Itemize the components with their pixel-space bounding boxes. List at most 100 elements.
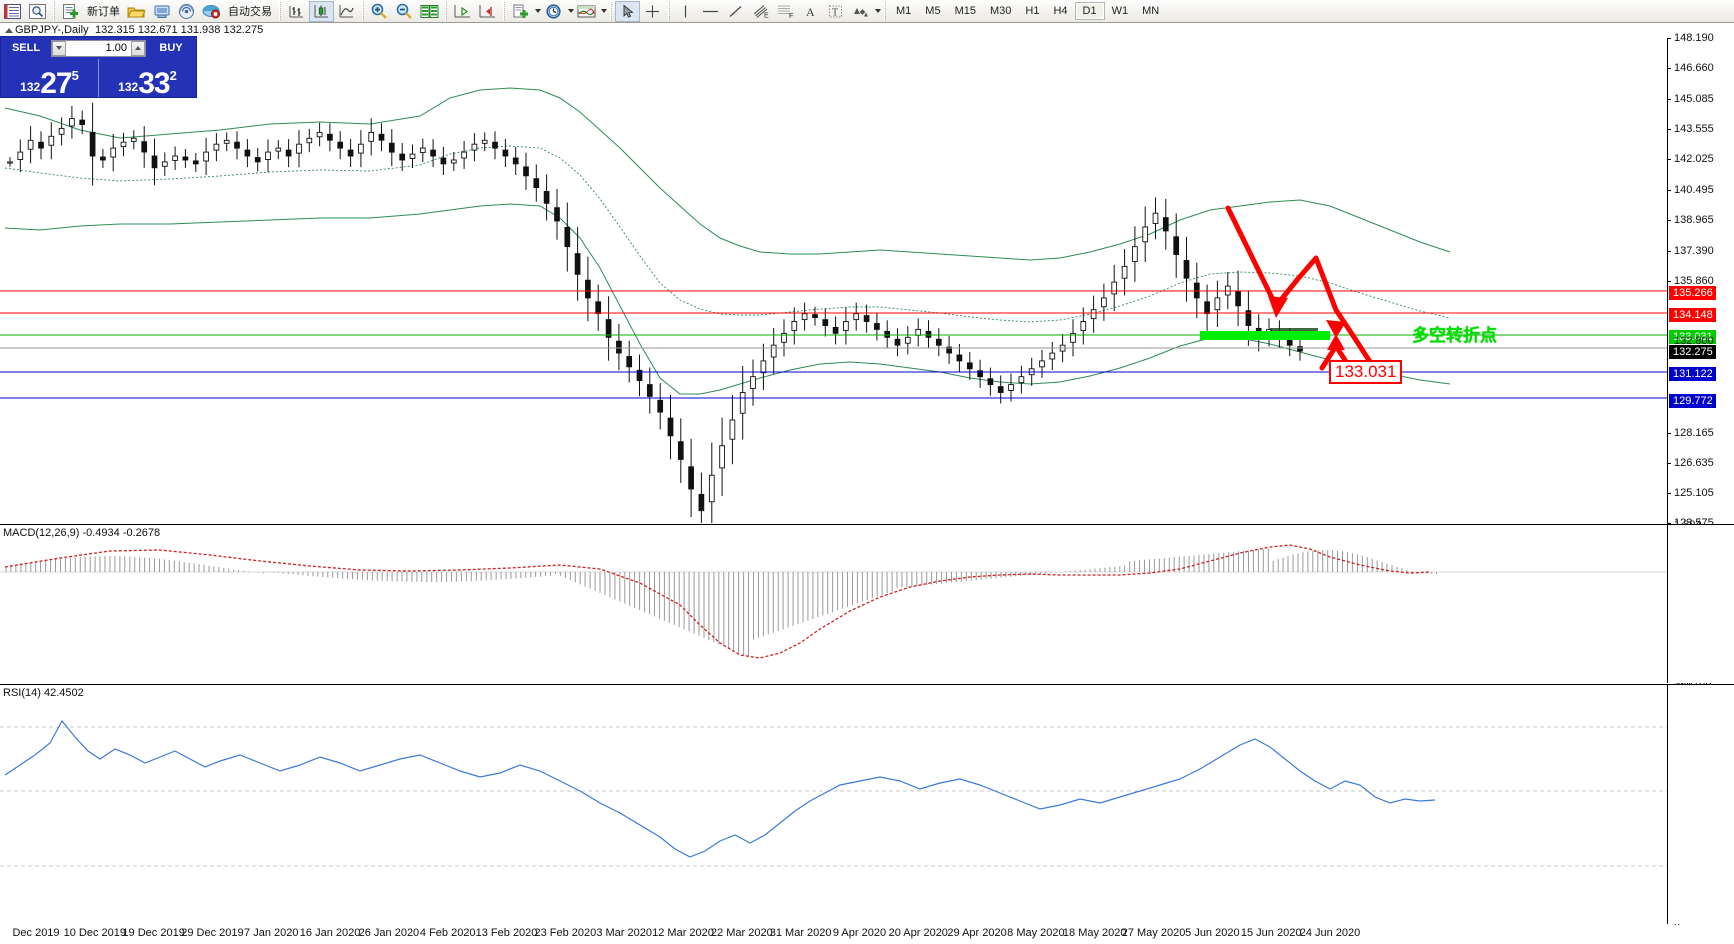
autotrading-icon[interactable] (199, 1, 224, 22)
sell-button[interactable]: SELL (11, 42, 41, 54)
equidistant-channel-icon[interactable]: E (748, 1, 773, 22)
macd-plot (0, 544, 1667, 659)
date-scale[interactable]: Dec 2019 10 Dec 2019 19 Dec 2019 29 Dec 201… (0, 925, 1734, 944)
text-label-icon[interactable]: T (823, 1, 848, 22)
date-tick-label: 4 Feb 2020 (419, 927, 476, 939)
timeframe-m30[interactable]: M30 (989, 5, 1012, 17)
dark-band (1270, 328, 1318, 331)
auto-scroll-icon[interactable] (475, 1, 500, 22)
timeframe-h1[interactable]: H1 (1025, 5, 1040, 17)
buy-button[interactable]: BUY (159, 42, 183, 54)
date-tick-label: Dec 2019 (12, 927, 60, 939)
bar-chart-icon[interactable] (284, 1, 309, 22)
date-tick-label: 5 Jun 2020 (1185, 927, 1240, 939)
sell-price[interactable]: 132 27 5 (1, 59, 98, 97)
vertical-line-icon[interactable] (673, 1, 698, 22)
timeframe-m1[interactable]: M1 (896, 5, 912, 17)
template-dropdown-caret[interactable] (601, 9, 607, 13)
trade-panel-top-row: SELL 1.00 BUY (1, 37, 196, 59)
text-icon[interactable]: A (798, 1, 823, 22)
volume-decrease-button[interactable] (52, 40, 66, 56)
data-window-icon[interactable] (25, 1, 50, 22)
signals-icon[interactable] (174, 1, 199, 22)
toolbar-separator (884, 1, 886, 21)
shapes-dropdown-caret[interactable] (875, 9, 881, 13)
toolbar-separator (53, 1, 55, 21)
price-plot (0, 87, 1667, 523)
chart-shift-icon[interactable] (450, 1, 475, 22)
price-callout-box: 133.031 (1329, 360, 1403, 384)
zoom-out-icon[interactable] (392, 1, 417, 22)
shapes-icon[interactable] (848, 1, 873, 22)
trend-arrow-drawing (1225, 205, 1377, 371)
period-dropdown-caret[interactable] (568, 9, 574, 13)
cursor-arrow-icon[interactable] (615, 0, 640, 22)
svg-text:A: A (806, 5, 815, 19)
folder-icon[interactable] (124, 1, 149, 22)
ohlc-values: 132.315 132.671 131.938 132.275 (95, 24, 264, 36)
date-tick-label: 18 May 2020 (1062, 927, 1127, 939)
period-clock-icon[interactable] (541, 1, 566, 22)
buy-price[interactable]: 132 33 2 (98, 59, 196, 100)
turning-point-annotation: 多空转折点 (1412, 326, 1497, 346)
svg-text:T: T (832, 7, 838, 18)
volume-stepper[interactable]: 1.00 (51, 39, 146, 57)
timeframe-d1[interactable]: D1 (1074, 2, 1105, 20)
zoom-in-icon[interactable] (367, 1, 392, 22)
line-chart-icon[interactable] (334, 1, 359, 22)
toolbar-separator (362, 1, 364, 21)
svg-text:F: F (789, 13, 793, 19)
rsi-axis-line (1667, 685, 1668, 924)
date-tick-label: 24 Jun 2020 (1299, 927, 1361, 939)
volume-value[interactable]: 1.00 (105, 42, 127, 54)
symbol-period-label: GBPJPY-,Daily (15, 24, 89, 36)
toolbar-separator (668, 1, 670, 21)
sell-price-fraction: 5 (71, 68, 79, 83)
template-icon[interactable] (574, 1, 599, 22)
date-tick-label: 15 Jun 2020 (1240, 927, 1302, 939)
autotrading-label[interactable]: 自动交易 (228, 6, 272, 18)
date-tick-label: 29 Dec 2019 (181, 927, 244, 939)
market-watch-icon[interactable] (0, 1, 25, 22)
horizontal-line-icon[interactable] (698, 1, 723, 22)
add-indicator-icon[interactable] (508, 1, 533, 22)
candle-chart-icon[interactable] (309, 0, 334, 22)
volume-increase-button[interactable] (131, 40, 145, 56)
tile-windows-icon[interactable] (417, 1, 442, 22)
indicators-dropdown-caret[interactable] (535, 9, 541, 13)
crosshair-icon[interactable] (640, 1, 665, 22)
new-order-icon[interactable] (58, 1, 83, 22)
sell-price-big-figure: 132 (20, 80, 41, 94)
trendline-icon[interactable] (723, 1, 748, 22)
buy-price-pips: 33 (138, 66, 170, 100)
sell-price-pips: 27 (40, 66, 72, 100)
date-tick-label: 23 Feb 2020 (534, 927, 597, 939)
buy-price-big-figure: 132 (118, 80, 139, 94)
timeframe-m5[interactable]: M5 (925, 5, 941, 17)
date-tick-label: 20 Apr 2020 (888, 927, 948, 939)
metaeditor-icon[interactable] (149, 1, 174, 22)
rsi-plot (0, 719, 1667, 867)
macd-label: MACD(12,26,9) -0.4934 -0.2678 (3, 527, 161, 539)
collapse-triangle-icon[interactable] (3, 25, 15, 37)
timeframe-w1[interactable]: W1 (1111, 5, 1129, 17)
macd-pane[interactable]: MACD(12,26,9) -0.4934 -0.2678 (0, 524, 1734, 683)
date-tick-label: 29 Apr 2020 (947, 927, 1007, 939)
macd-axis-line (1667, 525, 1668, 683)
up-arrow-marker (1327, 334, 1345, 350)
new-order-label[interactable]: 新订单 (87, 6, 120, 18)
one-click-trading-panel: SELL 1.00 BUY 132 27 5 132 33 2 (0, 36, 197, 98)
date-tick-label: 12 Mar 2020 (652, 927, 714, 939)
price-axis-line (1667, 38, 1668, 523)
date-tick-label: 3 Mar 2020 (596, 927, 652, 939)
main-toolbar: 新订单 (0, 0, 1734, 23)
rsi-pane[interactable]: RSI(14) 42.4502 (0, 684, 1734, 924)
trade-panel-quotes: 132 27 5 132 33 2 (1, 59, 196, 100)
timeframe-h4[interactable]: H4 (1053, 5, 1068, 17)
timeframe-m15[interactable]: M15 (954, 5, 976, 17)
price-pane[interactable]: 多空转折点 133.031 (0, 38, 1734, 523)
timeframe-mn[interactable]: MN (1142, 5, 1160, 17)
fibonacci-retracement-icon[interactable]: F (773, 1, 798, 22)
date-tick-label: 7 Jan 2020 (244, 927, 299, 939)
